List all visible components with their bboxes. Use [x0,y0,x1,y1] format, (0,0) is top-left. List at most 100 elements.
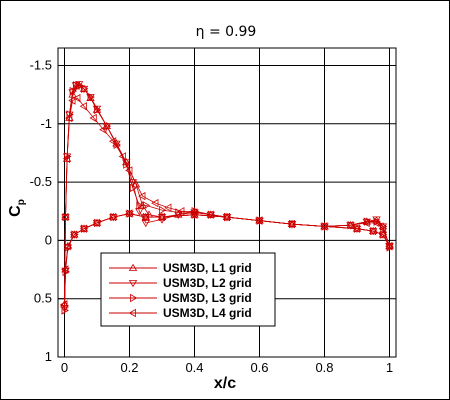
data-point [79,224,87,233]
data-point [157,212,165,222]
data-point [81,224,89,233]
data-point [123,160,131,169]
data-point [372,218,380,228]
data-point [68,89,77,97]
legend-label: USM3D, L2 grid [163,276,252,290]
data-point [206,210,214,219]
data-point [110,212,118,222]
data-point [63,242,71,251]
legend-marker [128,280,138,288]
y-tick-label: -1.5 [30,57,52,72]
y-axis-label-sub: p [16,199,27,205]
y-tick-label: -0.5 [30,174,52,189]
data-point [118,152,126,161]
series-line-upper [64,97,390,305]
data-point [62,267,70,277]
y-axis-label: Cp [7,199,27,217]
data-point [92,218,100,228]
data-point [81,84,89,93]
data-point [125,166,133,175]
axis-ticks: 0 0.2 0.4 0.6 0.8 1 -1.5 -1 -0.5 0 0.5 1 [30,57,394,375]
data-point [159,205,167,215]
data-point [79,102,87,111]
series-curves [60,81,394,315]
data-point [141,212,149,222]
legend-marker [128,308,136,318]
data-point [62,212,70,222]
data-point [368,226,377,236]
data-point [320,222,328,231]
data-point [94,218,102,228]
data-point [255,216,263,225]
data-point [76,81,84,90]
legend-marker [130,293,138,303]
y-tick-label: 0.5 [34,291,52,306]
data-point [89,113,97,123]
x-tick-label: 0.4 [185,360,203,375]
data-point [138,191,146,201]
data-point [122,159,131,167]
data-point [99,125,107,134]
data-point [135,208,144,216]
data-point [126,209,134,218]
plot-area [57,47,397,358]
x-tick-label: 0.6 [250,360,268,375]
data-point [87,92,95,102]
data-point [380,230,388,239]
data-point [61,306,69,315]
series-line-lower [64,213,390,305]
data-point [68,96,76,105]
data-point [71,230,79,239]
data-point [378,230,386,239]
data-point [363,217,372,226]
data-point [109,212,117,222]
legend-label: USM3D, L4 grid [163,306,252,320]
data-point [125,209,133,218]
data-point [151,198,159,208]
legend-label: USM3D, L3 grid [163,291,252,305]
data-point [61,212,69,222]
data-point [190,210,198,219]
chart-title: η = 0.99 [196,24,257,40]
y-axis-label-main: C [7,205,24,217]
data-point [142,201,151,210]
data-point [129,183,138,193]
data-point [177,207,185,216]
data-point [60,300,68,309]
data-point [386,243,394,252]
x-tick-label: 0.2 [120,360,138,375]
legend-marker [128,263,138,271]
x-tick-label: 0 [61,360,68,375]
data-point [346,221,354,230]
data-point [352,224,360,233]
data-point [138,201,147,209]
svg-text:Cp: Cp [7,199,27,217]
data-point [94,105,102,114]
y-tick-label: 1 [45,349,52,364]
x-tick-label: 0.8 [315,360,333,375]
data-point [385,242,393,251]
data-point [222,212,230,222]
legend-box [100,252,276,327]
x-tick-label: 1 [386,360,393,375]
data-point [65,113,73,123]
legend-label: USM3D, L1 grid [163,261,252,275]
data-point [378,224,386,233]
data-point [73,93,81,103]
data-point [62,154,70,163]
y-tick-label: 0 [45,232,52,247]
data-point [70,230,78,239]
data-point [142,212,151,222]
series-4 [60,93,393,309]
data-point [164,203,172,212]
data-point [103,121,112,131]
data-point [136,201,144,210]
x-axis-label: x/c [214,375,236,392]
data-point [109,137,117,146]
y-tick-label: -1 [40,116,52,131]
data-point [61,265,69,274]
data-point [287,219,295,229]
